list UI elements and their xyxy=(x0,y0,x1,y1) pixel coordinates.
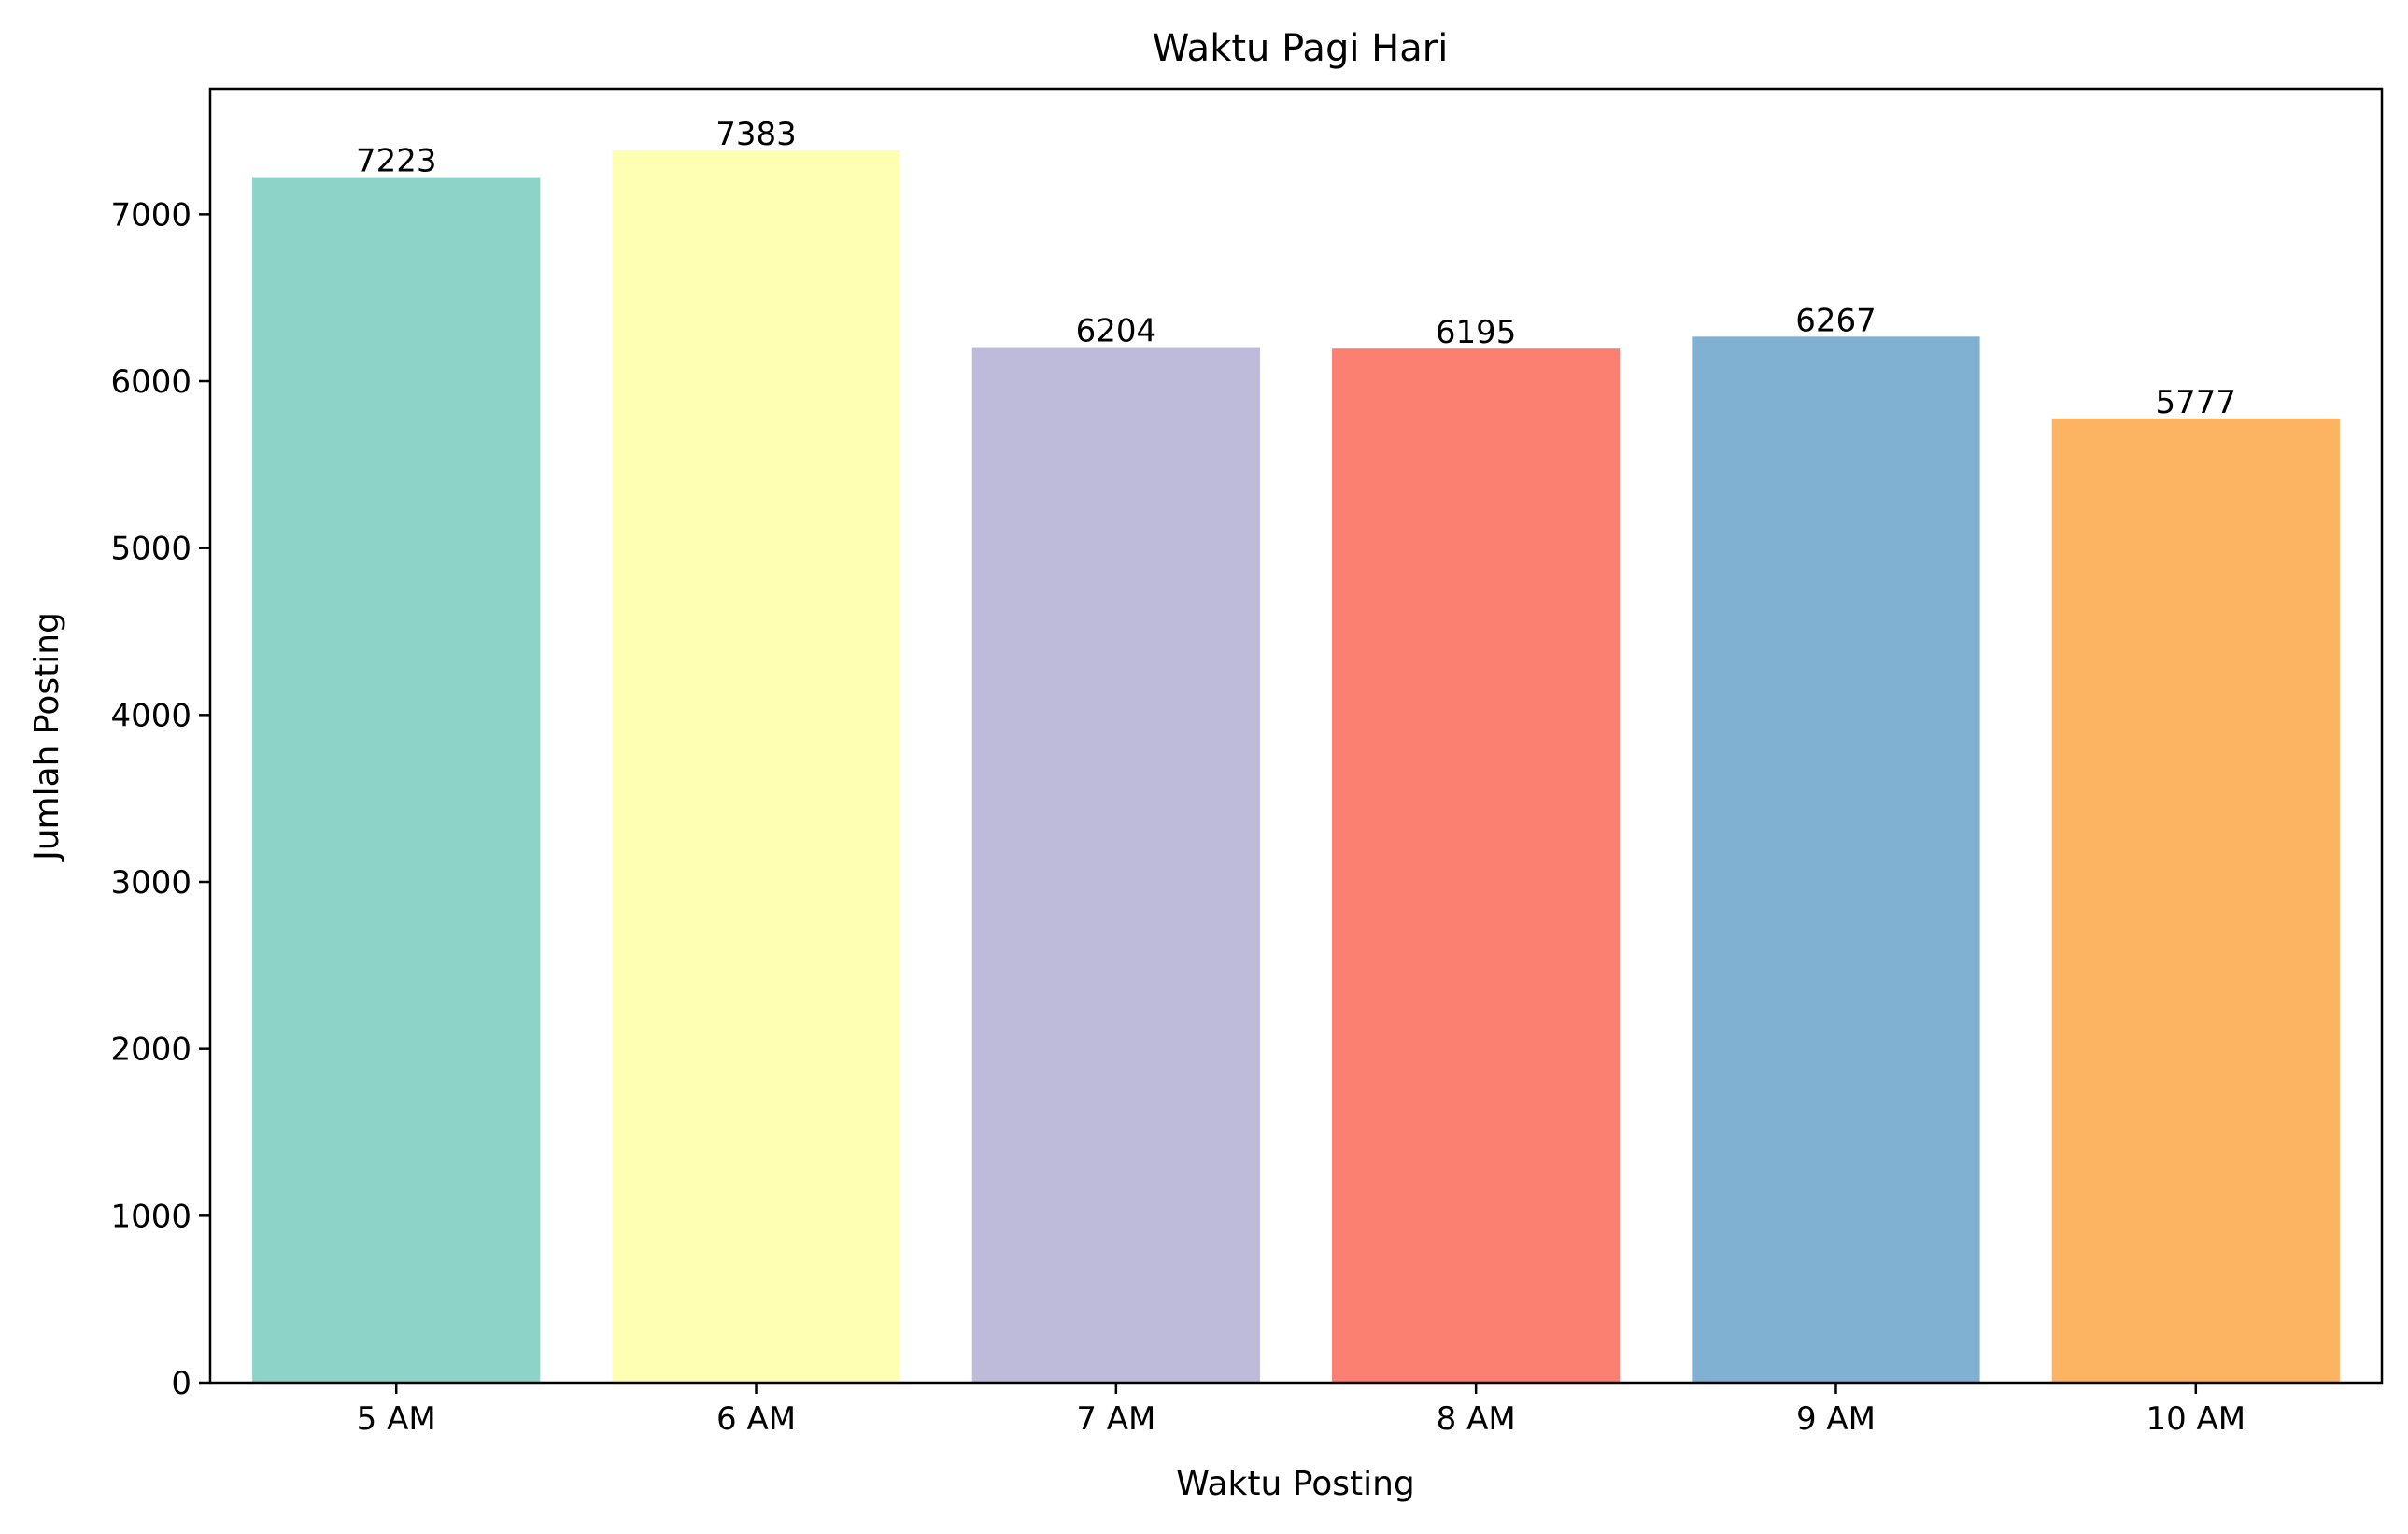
bar xyxy=(971,347,1260,1384)
y-tick-label: 4000 xyxy=(110,697,191,734)
y-tick-label: 1000 xyxy=(110,1198,191,1235)
bar xyxy=(612,149,900,1383)
y-tick-label: 5000 xyxy=(110,531,191,568)
x-tick-label: 5 AM xyxy=(357,1400,436,1438)
y-axis-label: Jumlah Posting xyxy=(28,612,66,862)
x-tick-label: 10 AM xyxy=(2146,1400,2245,1438)
chart-title: Waktu Pagi Hari xyxy=(1153,27,1449,70)
x-axis-ticks: 5 AM 6 AM 7 AM 8 AM 9 AM 10 AM xyxy=(357,1383,2245,1438)
y-tick-label: 3000 xyxy=(110,864,191,902)
x-axis-label: Waktu Posting xyxy=(1176,1465,1415,1503)
y-tick-label: 7000 xyxy=(110,196,191,234)
x-tick-label: 8 AM xyxy=(1437,1400,1516,1438)
bar xyxy=(1692,336,1980,1383)
plot-area-frame xyxy=(208,87,2384,1385)
bar-value-label: 7383 xyxy=(715,116,797,153)
x-tick-label: 6 AM xyxy=(716,1400,796,1438)
bar-value-labels: 7223 7383 6204 6195 6267 5777 xyxy=(356,116,2236,421)
bar-value-label: 6204 xyxy=(1076,313,1157,350)
bar xyxy=(252,177,541,1383)
y-tick-label: 6000 xyxy=(110,363,191,401)
bar-value-label: 6267 xyxy=(1795,302,1877,339)
bar-value-label: 6195 xyxy=(1436,314,1517,351)
x-tick-label: 9 AM xyxy=(1796,1400,1876,1438)
x-tick-label: 7 AM xyxy=(1076,1400,1155,1438)
bars xyxy=(252,149,2340,1384)
bar-value-label: 7223 xyxy=(356,143,437,180)
y-tick-label: 2000 xyxy=(110,1031,191,1069)
bar-value-label: 5777 xyxy=(2156,384,2237,421)
bar xyxy=(2051,418,2340,1383)
y-tick-label: 0 xyxy=(171,1365,191,1402)
y-axis-ticks: 0 1000 2000 3000 4000 5000 6000 7000 xyxy=(110,196,210,1402)
bar xyxy=(1332,348,1621,1383)
